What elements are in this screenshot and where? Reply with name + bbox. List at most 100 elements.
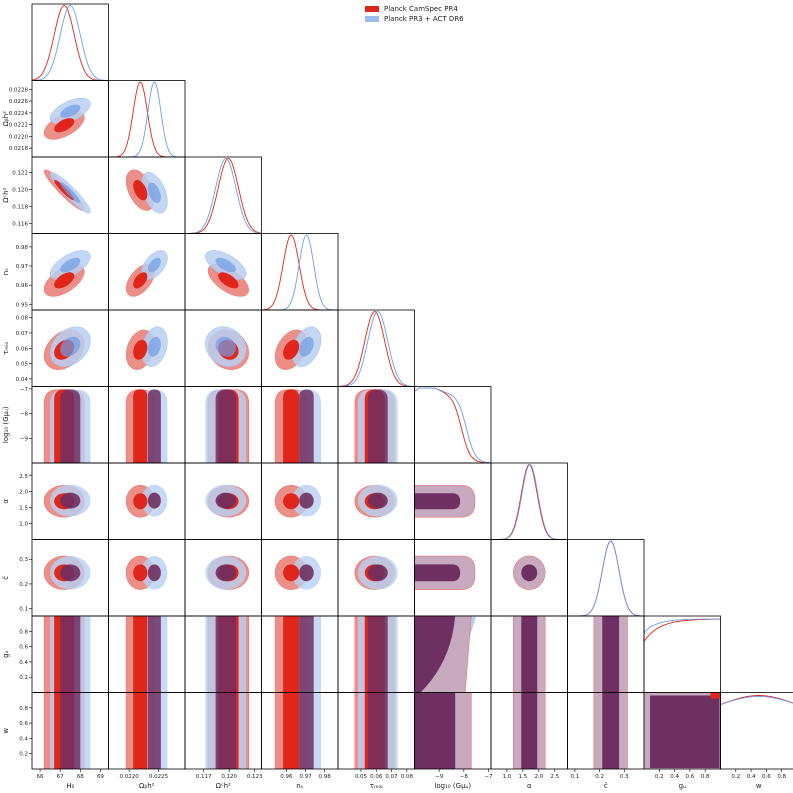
panel-7-7 bbox=[567, 539, 645, 617]
panel-content bbox=[43, 692, 91, 769]
y-axis-label: log₁₀ (Gμᵤ) bbox=[2, 406, 10, 443]
panel-content bbox=[354, 484, 398, 518]
panel-frame bbox=[261, 233, 339, 311]
contour-68-1 bbox=[283, 564, 300, 582]
panel-content bbox=[274, 484, 321, 518]
panel-5-0: −9 −8 −7 log₁₀ (Gμᵤ) bbox=[2, 386, 109, 464]
panel-content bbox=[43, 169, 91, 214]
panel-8-0: 0.2 0.4 0.6 0.8 gᵤ bbox=[2, 615, 109, 693]
marginal-curve-1 bbox=[414, 387, 491, 463]
band-68-1 bbox=[133, 692, 148, 769]
panel-9-4: 0.05 0.06 0.07 0.08 τᵣₑᵢₒ bbox=[337, 692, 415, 790]
y-tick-label: 2.0 bbox=[19, 490, 28, 496]
y-tick-label: 0.2 bbox=[19, 752, 28, 758]
panel-content bbox=[125, 616, 168, 693]
panel-content bbox=[274, 389, 321, 463]
y-tick-label: 0.8 bbox=[19, 629, 28, 635]
panel-9-0: 0.2 0.4 0.6 0.8 w 66 67 68 69 H₀ bbox=[2, 692, 109, 790]
contour-68-2 bbox=[299, 336, 314, 357]
y-tick-label: 0.8 bbox=[19, 706, 28, 712]
panel-1-0: 0.0218 0.0220 0.0222 0.0224 0.0226 0.0228 Ωᵦh² bbox=[2, 80, 109, 158]
hband-68 bbox=[414, 564, 461, 582]
contour-68-2 bbox=[147, 336, 161, 357]
y-axis-label: gᵤ bbox=[2, 650, 10, 657]
panel-content bbox=[43, 484, 91, 518]
x-axis-label: α bbox=[527, 782, 532, 790]
marginal-curve-2 bbox=[261, 234, 338, 310]
panel-6-4 bbox=[337, 462, 415, 540]
x-tick-label: 0.1 bbox=[571, 774, 580, 780]
panel-frame bbox=[720, 692, 793, 770]
x-tick-label: 67 bbox=[57, 774, 64, 780]
marginal-curve-1 bbox=[338, 311, 415, 387]
contour-68-2 bbox=[299, 492, 314, 509]
band-68-2 bbox=[147, 692, 161, 769]
contour-68-1 bbox=[133, 493, 148, 510]
band-68-2 bbox=[299, 616, 314, 693]
contour-68-2 bbox=[147, 257, 161, 273]
contour-68-1 bbox=[54, 118, 75, 133]
contour-68-2 bbox=[215, 564, 236, 582]
contour-68-2 bbox=[60, 564, 81, 582]
y-tick-label: 0.96 bbox=[16, 283, 29, 289]
band-68-1 bbox=[602, 616, 620, 693]
panel-9-7: 0.1 0.2 0.3 č bbox=[567, 692, 645, 790]
panel-content bbox=[43, 555, 91, 590]
panel-5-1 bbox=[108, 386, 186, 464]
panel-2-2 bbox=[184, 156, 262, 234]
contour-68-1 bbox=[283, 339, 300, 360]
x-tick-label: 0.6 bbox=[762, 774, 771, 780]
x-axis-label: gᵤ bbox=[679, 782, 686, 790]
contour-68-2 bbox=[60, 336, 81, 357]
marginal-curve-1 bbox=[32, 5, 109, 81]
panel-content bbox=[125, 169, 168, 214]
panel-7-3 bbox=[261, 539, 339, 617]
y-tick-label: 0.04 bbox=[16, 377, 29, 383]
panel-content bbox=[274, 326, 322, 370]
contour-68-2 bbox=[299, 564, 314, 582]
x-axis-label: Ωᶜh² bbox=[216, 782, 231, 790]
contour-68-1 bbox=[521, 564, 538, 582]
contour-68-2 bbox=[60, 257, 81, 273]
y-tick-label: 0.0228 bbox=[9, 87, 29, 93]
panel-content bbox=[43, 326, 91, 370]
y-tick-label: 0.06 bbox=[16, 346, 29, 352]
panel-content bbox=[354, 692, 398, 769]
x-axis-label: w bbox=[756, 782, 762, 790]
contour-68-1 bbox=[133, 564, 148, 582]
band-68-1 bbox=[283, 692, 300, 769]
panel-4-4 bbox=[337, 309, 415, 387]
band-68-1 bbox=[133, 389, 148, 463]
y-tick-label: 0.4 bbox=[19, 660, 28, 666]
marginal-curve-1 bbox=[720, 695, 793, 705]
contour-68-1 bbox=[283, 493, 300, 510]
contour-68-2 bbox=[367, 564, 388, 582]
panel-6-6 bbox=[490, 462, 568, 540]
x-axis-label: Ωᵦh² bbox=[139, 782, 155, 790]
panel-frame bbox=[337, 309, 415, 387]
region-68 bbox=[414, 692, 456, 769]
y-tick-label: 0.07 bbox=[16, 331, 29, 337]
panel-8-2 bbox=[184, 615, 262, 693]
x-axis-label: nₛ bbox=[296, 782, 303, 790]
x-tick-label: −9 bbox=[435, 774, 444, 780]
y-tick-label: 0.0218 bbox=[9, 146, 29, 152]
panel-frame bbox=[31, 3, 109, 81]
panel-content bbox=[644, 618, 721, 642]
contour-68-2 bbox=[215, 492, 236, 509]
panel-content bbox=[593, 692, 628, 769]
x-axis-label: τᵣₑᵢₒ bbox=[370, 782, 383, 790]
panel-7-6 bbox=[490, 539, 568, 617]
x-tick-label: 0.3 bbox=[620, 774, 629, 780]
panel-7-1 bbox=[108, 539, 186, 617]
y-tick-label: 0.0226 bbox=[9, 99, 29, 105]
band-68-1 bbox=[521, 692, 538, 769]
y-tick-label: 0.4 bbox=[19, 736, 28, 742]
panel-7-4 bbox=[337, 539, 415, 617]
panel-content bbox=[567, 540, 644, 616]
legend: Planck CamSpec PR4 Planck PR3 + ACT DR6 bbox=[365, 4, 464, 24]
region-68 bbox=[414, 616, 456, 693]
panel-content bbox=[205, 692, 250, 769]
x-tick-label: 0.96 bbox=[280, 774, 293, 780]
